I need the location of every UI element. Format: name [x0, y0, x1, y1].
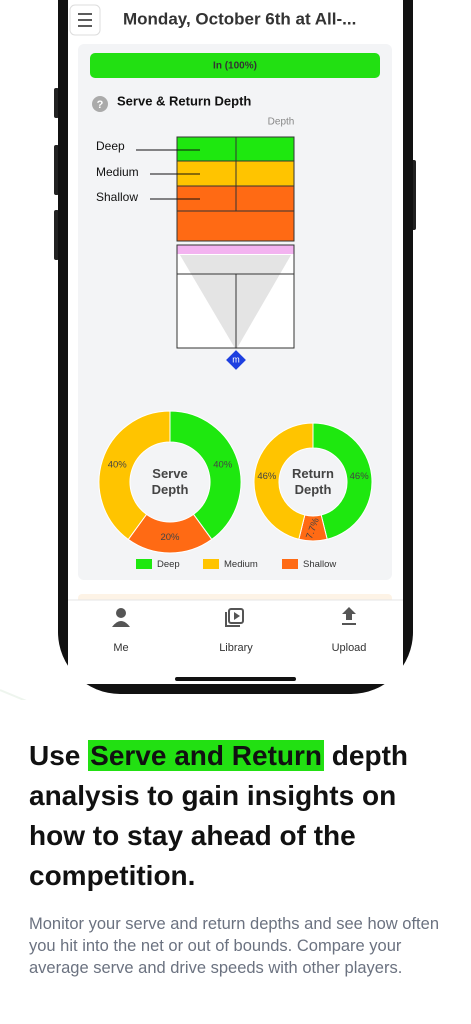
donut-title: Return Depth [292, 466, 334, 497]
data-label: 40% [108, 459, 128, 470]
donut-slice [312, 422, 373, 540]
court-label: Depth [268, 117, 295, 128]
donut-charts: 40%20%40%46%7.7%46% [98, 410, 373, 554]
me-icon[interactable] [112, 608, 130, 627]
donut-slice [253, 422, 314, 540]
banner-label: In (100%) [213, 61, 257, 72]
donut-title: Serve Depth [151, 466, 189, 497]
donut-slice [169, 410, 242, 541]
phone-mockup: Monday, October 6th at All-... In (100%)… [0, 0, 416, 700]
side-button [54, 145, 59, 195]
headline: Use Serve and Return depth analysis to g… [29, 736, 449, 896]
legend-label: Medium [224, 559, 258, 570]
help-icon[interactable] [92, 96, 108, 112]
data-label: 40% [213, 459, 233, 470]
nav-label[interactable]: Me [113, 642, 128, 654]
zone-label: Medium [96, 165, 139, 179]
zone-label: Deep [96, 139, 125, 153]
legend-label: Shallow [303, 559, 336, 570]
library-icon[interactable] [225, 608, 244, 627]
headline-text: Use [29, 740, 81, 771]
help-glyph: ? [97, 99, 104, 111]
headline-highlight: Serve and Return [88, 740, 325, 771]
headline-text: depth analysis to gain insights on how t… [29, 740, 409, 891]
side-button [54, 88, 59, 118]
legend-swatch [203, 559, 219, 569]
banner [90, 53, 380, 78]
nav-label[interactable]: Library [219, 642, 253, 654]
body-text: Monitor your serve and return depths and… [29, 915, 439, 977]
menu-icon [78, 13, 92, 27]
legend: Deep Medium Shallow [136, 559, 336, 570]
legend-label: Deep [157, 559, 180, 570]
data-label: 46% [350, 471, 370, 482]
upload-icon[interactable] [342, 607, 356, 625]
zone-label: Shallow [96, 190, 138, 204]
marker-label: m [232, 354, 240, 364]
legend-swatch [136, 559, 152, 569]
donut-slice [98, 410, 171, 541]
side-button [54, 210, 59, 260]
player-marker [226, 350, 246, 370]
decor [0, 689, 27, 700]
header-title: Monday, October 6th at All-... [123, 9, 356, 28]
home-indicator [175, 677, 296, 681]
section-title: Serve & Return Depth [117, 93, 251, 108]
data-label: 46% [257, 471, 277, 482]
data-label: 20% [160, 532, 180, 543]
legend-swatch [282, 559, 298, 569]
nav-label[interactable]: Upload [332, 642, 367, 654]
